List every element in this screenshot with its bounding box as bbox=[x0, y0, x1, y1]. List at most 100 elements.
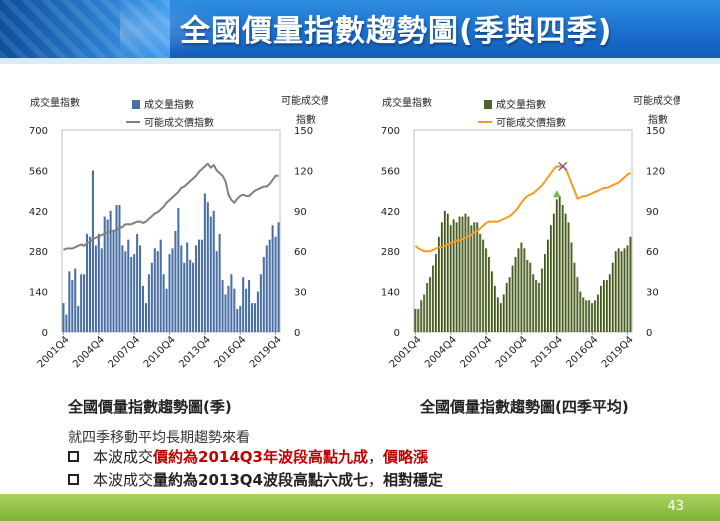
bar bbox=[227, 285, 230, 332]
bar bbox=[620, 251, 623, 332]
bar bbox=[446, 213, 449, 332]
bullet-volume-part-1: 本波成交 bbox=[93, 471, 154, 489]
bar bbox=[594, 300, 597, 332]
bar bbox=[558, 196, 561, 332]
right-tick-label: 30 bbox=[294, 288, 307, 299]
bar bbox=[224, 294, 227, 332]
bar bbox=[482, 239, 485, 332]
bar bbox=[165, 288, 168, 332]
bar bbox=[153, 248, 156, 332]
bar bbox=[529, 262, 532, 332]
left-axis-title: 成交量指數 bbox=[30, 96, 80, 109]
bar bbox=[623, 248, 626, 332]
bar bbox=[236, 308, 239, 332]
bar bbox=[464, 213, 467, 332]
bar bbox=[147, 274, 150, 332]
bar bbox=[570, 242, 573, 332]
bar bbox=[626, 245, 629, 332]
bar bbox=[582, 297, 585, 332]
bar bbox=[91, 170, 94, 332]
bar bbox=[168, 254, 171, 332]
bar bbox=[470, 225, 473, 332]
bar bbox=[100, 248, 103, 332]
bar bbox=[136, 233, 139, 332]
bar bbox=[561, 205, 564, 332]
bar bbox=[239, 306, 242, 332]
bar bbox=[538, 282, 541, 332]
title-banner: 全國價量指數趨勢圖(季與四季) bbox=[0, 0, 720, 58]
bullet-volume: 本波成交 量約為2013Q4波段高點六成七 ， 相對穩定 bbox=[68, 469, 443, 490]
bar bbox=[177, 207, 180, 332]
x-tick-label: 2004Q4 bbox=[71, 334, 107, 370]
x-tick-label: 2013Q4 bbox=[177, 334, 213, 370]
bar bbox=[496, 297, 499, 332]
bar bbox=[248, 280, 251, 332]
x-tick-label: 2013Q4 bbox=[529, 334, 565, 370]
bar bbox=[203, 193, 206, 332]
bar bbox=[88, 236, 92, 332]
bar bbox=[71, 280, 74, 332]
bar bbox=[576, 277, 579, 332]
x-tick-label: 2019Q4 bbox=[600, 334, 636, 370]
bar bbox=[544, 254, 547, 332]
bar bbox=[458, 216, 461, 332]
bar bbox=[440, 222, 444, 332]
bar bbox=[209, 216, 212, 332]
bar bbox=[218, 233, 221, 332]
chart-quarterly: 成交量指數 可能成交價 指數 成交量指數 可能成交價指數 0 140 280 420 560 700… bbox=[28, 88, 331, 392]
bar bbox=[417, 308, 420, 332]
left-tick-label: 140 bbox=[381, 288, 400, 299]
bar bbox=[133, 254, 136, 332]
bar bbox=[449, 225, 452, 332]
bar bbox=[467, 216, 470, 332]
right-axis-title: 可能成交價 bbox=[281, 94, 328, 107]
bar bbox=[150, 262, 153, 332]
bar bbox=[611, 262, 614, 332]
bar bbox=[423, 294, 426, 332]
page-number: 43 bbox=[667, 499, 684, 514]
peak-x-marker bbox=[558, 161, 568, 171]
bar bbox=[414, 308, 417, 332]
bar bbox=[491, 271, 494, 332]
bullet-volume-part-4: 相對穩定 bbox=[382, 471, 443, 489]
bullet-price: 本波成交 價約為2014Q3年波段高點九成 ， 價略漲 bbox=[68, 446, 428, 467]
x-tick-label: 2007Q4 bbox=[458, 334, 494, 370]
right-tick-label: 120 bbox=[294, 166, 313, 177]
x-tick-label: 2016Q4 bbox=[565, 334, 601, 370]
bar bbox=[535, 280, 538, 332]
x-tick-label: 2001Q4 bbox=[388, 334, 424, 370]
banner-underline bbox=[0, 58, 720, 64]
bar bbox=[195, 245, 198, 332]
bar bbox=[97, 233, 100, 332]
bar bbox=[605, 280, 608, 332]
bar bbox=[517, 248, 520, 332]
bullet-price-part-1: 本波成交 bbox=[93, 448, 154, 466]
bar bbox=[268, 239, 271, 332]
x-tick-label: 2016Q4 bbox=[213, 334, 249, 370]
bar bbox=[103, 216, 106, 332]
bar bbox=[429, 277, 432, 332]
bar bbox=[262, 256, 265, 332]
bar bbox=[253, 303, 256, 332]
bar bbox=[74, 268, 77, 332]
bar bbox=[259, 274, 262, 332]
left-tick-label: 560 bbox=[29, 166, 48, 177]
x-tick-label: 2019Q4 bbox=[248, 334, 284, 370]
bar bbox=[567, 222, 570, 332]
right-axis-title: 可能成交價 bbox=[633, 94, 680, 107]
bar bbox=[171, 248, 174, 332]
bar bbox=[629, 236, 632, 332]
bar bbox=[591, 303, 594, 332]
bar bbox=[435, 254, 438, 332]
bar bbox=[192, 262, 195, 332]
left-tick-label: 0 bbox=[394, 328, 400, 339]
bar bbox=[230, 274, 233, 332]
bullet-volume-part-2: 量約為2013Q4波段高點六成七 bbox=[153, 471, 368, 489]
page-title: 全國價量指數趨勢圖(季與四季) bbox=[180, 14, 613, 49]
bar bbox=[80, 274, 83, 332]
chart-quarterly-svg: 成交量指數 可能成交價指數成交量指數可能成交價指數0140280420560700… bbox=[29, 94, 331, 370]
left-tick-label: 280 bbox=[381, 247, 400, 258]
bar bbox=[473, 222, 476, 332]
price-line bbox=[414, 165, 631, 253]
bar bbox=[65, 314, 68, 332]
